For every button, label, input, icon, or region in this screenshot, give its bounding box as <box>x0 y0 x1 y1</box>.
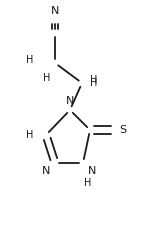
Text: H: H <box>90 78 98 88</box>
Text: H: H <box>90 75 98 85</box>
Text: N: N <box>66 96 74 106</box>
Text: H: H <box>84 178 92 188</box>
Text: H: H <box>26 55 34 65</box>
Text: N: N <box>42 166 50 176</box>
Text: S: S <box>119 125 126 135</box>
Text: H: H <box>43 73 51 83</box>
Text: N: N <box>51 6 59 16</box>
Text: H: H <box>26 130 33 140</box>
Text: N: N <box>88 166 96 176</box>
